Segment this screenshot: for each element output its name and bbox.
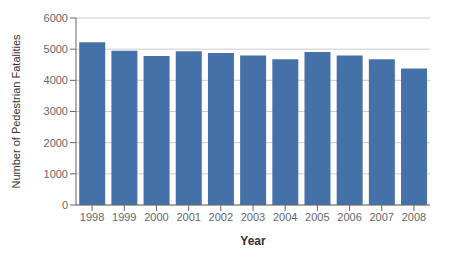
svg-text:2007: 2007 [369,211,393,223]
svg-text:2002: 2002 [209,211,233,223]
svg-text:1000: 1000 [44,168,68,180]
svg-text:1999: 1999 [112,211,136,223]
svg-text:0: 0 [62,199,68,211]
svg-text:3000: 3000 [44,105,68,117]
svg-text:Year: Year [240,234,266,248]
svg-text:1998: 1998 [80,211,104,223]
svg-text:4000: 4000 [44,74,68,86]
svg-text:2003: 2003 [241,211,265,223]
svg-text:2008: 2008 [402,211,426,223]
svg-text:2001: 2001 [176,211,200,223]
svg-text:2000: 2000 [44,137,68,149]
svg-text:2004: 2004 [273,211,297,223]
svg-text:6000: 6000 [44,12,68,24]
svg-text:2000: 2000 [144,211,168,223]
svg-text:2005: 2005 [305,211,329,223]
svg-text:2006: 2006 [337,211,361,223]
svg-text:Number of Pedestrian Fatalitie: Number of Pedestrian Fatalities [10,34,22,189]
svg-text:5000: 5000 [44,43,68,55]
